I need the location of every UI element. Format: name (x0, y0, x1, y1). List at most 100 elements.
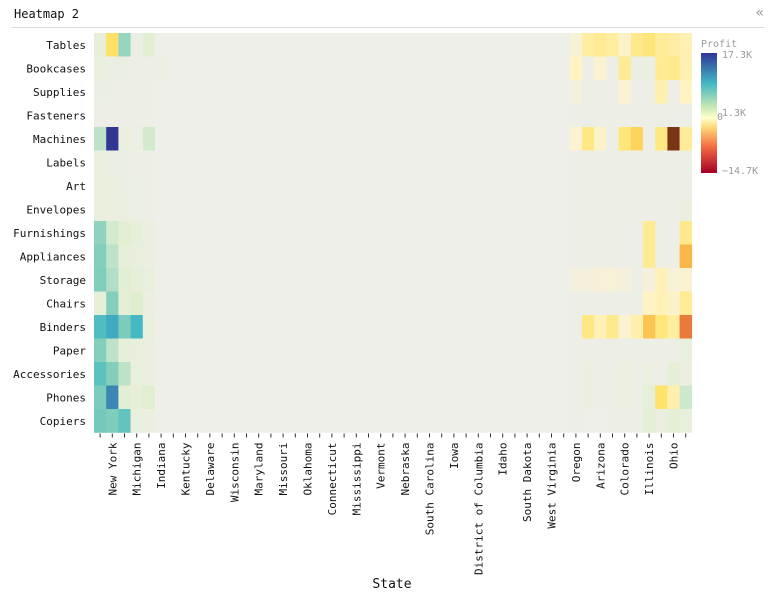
row-label: Machines (33, 133, 86, 146)
heatmap-cell (350, 385, 363, 410)
heatmap-cell (386, 291, 400, 316)
heatmap-cell (313, 338, 327, 363)
heatmap-cell (582, 56, 595, 81)
heatmap-cell (252, 291, 266, 316)
heatmap-cell (240, 33, 253, 57)
heatmap-cell (545, 291, 558, 316)
heatmap-cell (289, 338, 302, 363)
heatmap-cell (94, 103, 107, 128)
heatmap-cell (106, 385, 119, 410)
heatmap-cell (618, 385, 632, 410)
heatmap-cell (191, 56, 205, 81)
heatmap-cell (594, 291, 607, 316)
heatmap-cell (399, 33, 412, 57)
heatmap-cell (521, 244, 534, 269)
heatmap-cell (106, 338, 119, 363)
heatmap-cell (142, 221, 156, 245)
legend-gradient-bar (701, 53, 717, 173)
heatmap-cell (667, 33, 680, 57)
heatmap-cell (179, 56, 192, 81)
heatmap-cell (386, 127, 400, 151)
heatmap-cell (643, 385, 656, 410)
double-chevron-left-icon[interactable]: « (755, 5, 764, 21)
heatmap-cell (228, 56, 241, 81)
heatmap-cell (155, 80, 168, 104)
heatmap-cell (325, 409, 339, 433)
heatmap-cell (472, 103, 485, 128)
heatmap-cell (155, 150, 168, 175)
heatmap-cell (667, 174, 680, 198)
heatmap-cell (569, 221, 583, 245)
heatmap-cell (350, 221, 363, 245)
heatmap-cell (106, 174, 119, 198)
heatmap-cell (191, 385, 205, 410)
heatmap-cell (569, 409, 583, 433)
heatmap-cell (460, 291, 473, 316)
heatmap-cell (399, 56, 412, 81)
heatmap-cell (362, 127, 375, 151)
heatmap-cell (667, 80, 680, 104)
heatmap-cell (203, 103, 217, 128)
heatmap-cell (484, 291, 497, 316)
heatmap-cell (557, 385, 571, 410)
heatmap-cell (472, 291, 485, 316)
heatmap-cell (264, 268, 278, 292)
heatmap-cell (435, 291, 449, 316)
heatmap-cell (411, 56, 424, 81)
heatmap-cell (643, 150, 656, 175)
heatmap-cell (582, 174, 595, 198)
heatmap-cell (655, 33, 668, 57)
heatmap-cell (679, 409, 693, 433)
heatmap-cell (508, 33, 522, 57)
heatmap-cell (155, 291, 168, 316)
heatmap-cell (338, 315, 351, 339)
heatmap-cell (618, 80, 632, 104)
heatmap-cell (142, 362, 156, 386)
heatmap-cell (655, 362, 668, 386)
heatmap-cell (167, 268, 180, 292)
heatmap-cell (435, 127, 449, 151)
heatmap-cell (374, 385, 388, 410)
heatmap-cell (216, 409, 229, 433)
heatmap-cell (423, 33, 436, 57)
heatmap-cell (350, 127, 363, 151)
heatmap-cell (496, 33, 510, 57)
heatmap-cell (582, 362, 595, 386)
heatmap-cell (557, 33, 571, 57)
heatmap-cell (545, 244, 558, 269)
heatmap-cell (252, 338, 266, 363)
heatmap-cell (252, 174, 266, 198)
heatmap-cell (313, 362, 327, 386)
heatmap-cell (423, 338, 436, 363)
heatmap-cell (521, 33, 534, 57)
heatmap-cell (277, 244, 290, 269)
heatmap-cell (142, 33, 156, 57)
row-label: Chairs (46, 297, 86, 310)
heatmap-cell (374, 150, 388, 175)
heatmap-cell (264, 33, 278, 57)
heatmap-cell (557, 197, 571, 222)
heatmap-cell (191, 338, 205, 363)
heatmap-cell (630, 103, 644, 128)
heatmap-cell (118, 197, 131, 222)
heatmap-cell (399, 338, 412, 363)
heatmap-cell (460, 174, 473, 198)
heatmap-cell (301, 315, 314, 339)
heatmap-cell (521, 150, 534, 175)
heatmap-cell (435, 103, 449, 128)
heatmap-cell (533, 174, 546, 198)
heatmap-cell (289, 103, 302, 128)
heatmap-cell (325, 80, 339, 104)
heatmap-cell (313, 268, 327, 292)
heatmap-cell (618, 103, 632, 128)
heatmap-cell (228, 127, 241, 151)
heatmap-cell (191, 150, 205, 175)
heatmap-cell (557, 80, 571, 104)
heatmap-cell (289, 362, 302, 386)
heatmap-cell (447, 103, 461, 128)
heatmap-cell (350, 33, 363, 57)
heatmap-cell (313, 409, 327, 433)
heatmap-cell (679, 221, 693, 245)
heatmap-cell (569, 385, 583, 410)
heatmap-cell (496, 315, 510, 339)
